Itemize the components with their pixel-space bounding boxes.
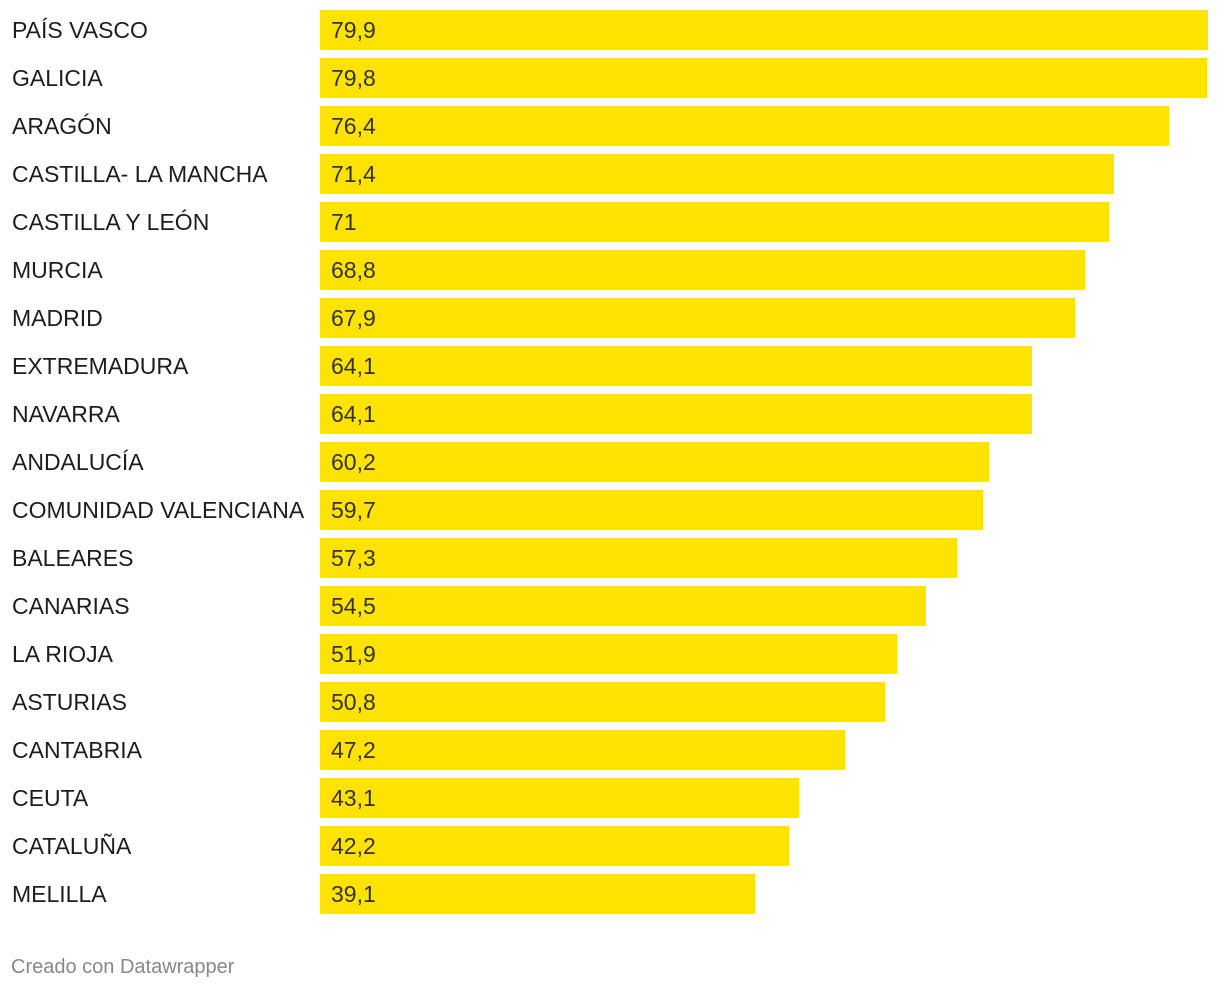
- category-label: MADRID: [12, 305, 103, 331]
- bar-value-label: 51,9: [331, 641, 376, 667]
- bar: [320, 634, 897, 674]
- bar: [320, 490, 984, 530]
- bar-value-label: 60,2: [331, 449, 376, 475]
- category-label: NAVARRA: [12, 401, 120, 427]
- category-label: CEUTA: [12, 785, 89, 811]
- category-label: ARAGÓN: [12, 113, 112, 139]
- category-label: MURCIA: [12, 257, 103, 283]
- category-label: CASTILLA- LA MANCHA: [12, 161, 268, 187]
- credit-text[interactable]: Creado con Datawrapper: [11, 956, 235, 978]
- bar: [320, 202, 1110, 242]
- bar: [320, 682, 885, 722]
- bar-value-label: 79,8: [331, 65, 376, 91]
- bar: [320, 346, 1033, 386]
- bar-value-label: 64,1: [331, 353, 376, 379]
- bar: [320, 538, 957, 578]
- bar-value-label: 57,3: [331, 545, 376, 571]
- bar: [320, 730, 845, 770]
- bar: [320, 10, 1208, 50]
- bar: [320, 778, 799, 818]
- category-label: ASTURIAS: [12, 689, 128, 715]
- bar: [320, 586, 926, 626]
- bar: [320, 874, 755, 914]
- bar-value-label: 64,1: [331, 401, 376, 427]
- bar: [320, 442, 990, 482]
- bar: [320, 250, 1085, 290]
- category-label: PAÍS VASCO: [12, 17, 148, 43]
- category-label: COMUNIDAD VALENCIANA: [12, 497, 305, 523]
- bar: [320, 154, 1114, 194]
- bar-value-label: 59,7: [331, 497, 376, 523]
- bar-value-label: 79,9: [331, 17, 376, 43]
- bar-value-label: 50,8: [331, 689, 376, 715]
- bar: [320, 58, 1207, 98]
- bar-value-label: 42,2: [331, 833, 376, 859]
- bar-value-label: 47,2: [331, 737, 376, 763]
- bar-value-label: 54,5: [331, 593, 376, 619]
- category-label: GALICIA: [12, 65, 103, 91]
- category-label: EXTREMADURA: [12, 353, 189, 379]
- category-label: CASTILLA Y LEÓN: [12, 209, 210, 235]
- category-label: MELILLA: [12, 881, 107, 907]
- bar: [320, 826, 789, 866]
- category-label: LA RIOJA: [12, 641, 113, 667]
- category-label: BALEARES: [12, 545, 134, 571]
- category-label: ANDALUCÍA: [12, 449, 144, 475]
- category-label: CANTABRIA: [12, 737, 142, 763]
- bar-value-label: 43,1: [331, 785, 376, 811]
- bar: [320, 106, 1170, 146]
- bar: [320, 394, 1033, 434]
- category-label: CANARIAS: [12, 593, 130, 619]
- bar-value-label: 67,9: [331, 305, 376, 331]
- bar-value-label: 68,8: [331, 257, 376, 283]
- category-label: CATALUÑA: [12, 833, 132, 859]
- bar-value-label: 39,1: [331, 881, 376, 907]
- bar-value-label: 71,4: [331, 161, 376, 187]
- bar-value-label: 76,4: [331, 113, 376, 139]
- bar-value-label: 71: [331, 209, 357, 235]
- bar: [320, 298, 1075, 338]
